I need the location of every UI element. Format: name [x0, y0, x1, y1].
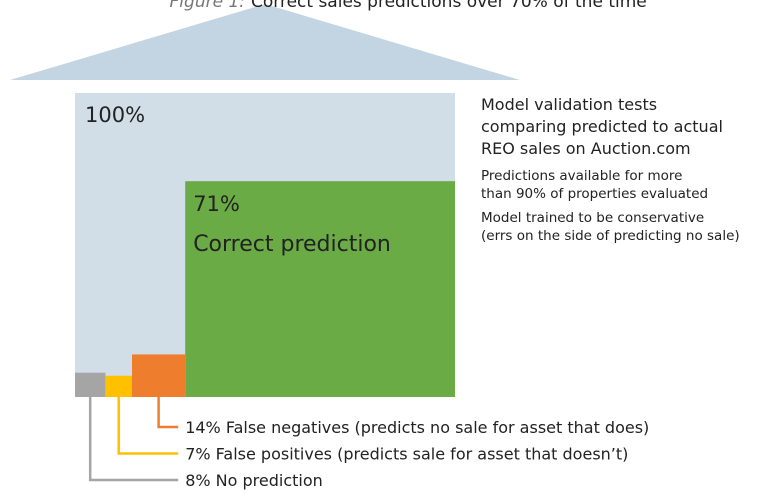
figure-label: Figure 1:	[170, 0, 245, 12]
value-label: 100%	[85, 103, 145, 127]
note-line: (errs on the side of predicting no sale)	[481, 228, 740, 244]
note-line: REO sales on Auction.com	[481, 139, 691, 158]
callout-label: 8% No prediction	[185, 471, 323, 490]
note-line: comparing predicted to actual	[481, 117, 723, 136]
callout-line	[157, 397, 179, 429]
small-square	[132, 354, 186, 397]
callout-line	[117, 397, 179, 455]
small-square	[75, 372, 106, 397]
small-square	[105, 375, 132, 397]
chart-title: Correct sales predictions over 70% of th…	[251, 0, 647, 12]
callout-line	[88, 397, 179, 482]
note-line: Model trained to be conservative	[481, 210, 704, 226]
callout-label: 7% False positives (predicts sale for as…	[185, 445, 628, 464]
roof	[10, 4, 520, 80]
note-line: Model validation tests	[481, 95, 657, 114]
label: False positives (predicts sale for asset…	[216, 445, 629, 464]
note-line: Predictions available for more	[481, 168, 682, 184]
note-line: than 90% of properties evaluated	[481, 186, 708, 202]
square-label: Correct prediction	[193, 232, 391, 257]
correct-square	[185, 181, 455, 397]
value-label: 8%	[185, 471, 210, 490]
value-label: 14%	[185, 418, 221, 437]
label: False negatives (predicts no sale for as…	[226, 418, 649, 437]
value-label: 71%	[193, 192, 240, 216]
label: No prediction	[216, 471, 323, 490]
callout-label: 14% False negatives (predicts no sale fo…	[185, 418, 649, 437]
value-label: 7%	[185, 445, 210, 464]
